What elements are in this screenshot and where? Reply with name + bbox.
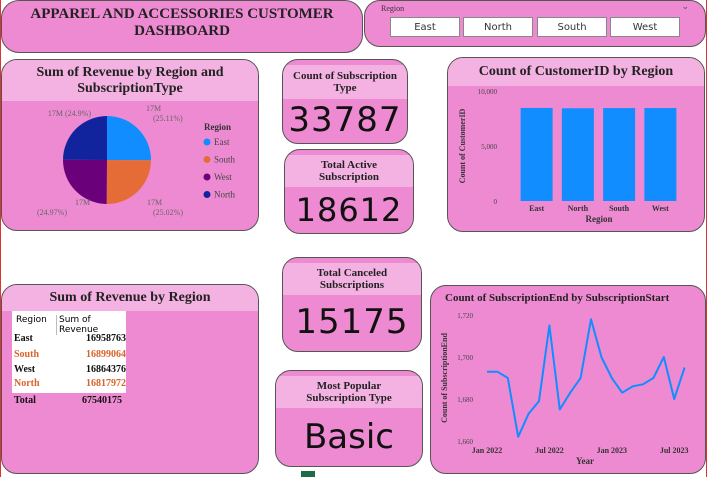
kpi-label: Total Active Subscription (285, 155, 413, 187)
legend-label: East (214, 137, 230, 147)
legend-swatch (203, 156, 211, 163)
bar (603, 108, 636, 201)
x-tick-label: Jan 2022 (472, 446, 502, 455)
cell: South (14, 349, 40, 360)
y-axis-title: Count of CustomerID (458, 108, 467, 183)
cell: 16817972 (86, 378, 126, 389)
data-label: 17M (48, 109, 63, 118)
pie-slice (106, 160, 151, 204)
tab-marker (301, 471, 315, 477)
x-tick-label: Jan 2023 (597, 446, 627, 455)
y-axis-title: Count of SubscriptionEnd (440, 333, 449, 423)
cell: West (14, 364, 36, 375)
cell: East (14, 333, 33, 344)
kpi-label: Count of Subscription Type (283, 65, 407, 99)
y-tick-label: 1,720 (457, 312, 473, 320)
column-header: Sum of Revenue (56, 315, 126, 335)
data-label: 17M (146, 104, 161, 113)
data-label: (25.11%) (153, 114, 183, 123)
dashboard-title: APPAREL AND ACCESSORIES CUSTOMER DASHBOA… (30, 6, 334, 40)
line-card: Count of SubscriptionEnd by Subscription… (430, 285, 706, 474)
legend-label: North (214, 190, 235, 200)
column-header: Region (16, 315, 47, 325)
kpi-label: Total Canceled Subscriptions (283, 263, 421, 295)
kpi-card: Total Active Subscription 18612 (284, 149, 414, 234)
kpi-value: 18612 (295, 191, 403, 229)
x-tick-label: West (652, 204, 669, 213)
bar (644, 108, 677, 201)
y-tick-label: 5,000 (481, 143, 497, 151)
x-tick-label: South (609, 204, 630, 213)
y-tick-label: 0 (494, 198, 498, 206)
cell: 16864376 (86, 364, 126, 375)
chevron[interactable]: ⌄ (681, 1, 689, 11)
legend-swatch (203, 173, 211, 181)
kpi-value: 33787 (288, 100, 402, 140)
kpi-card: Count of Subscription Type 33787 (282, 59, 408, 144)
slicer-button[interactable]: East (390, 17, 460, 37)
kpi-value: 15175 (295, 302, 409, 342)
slicer-button[interactable]: North (463, 17, 533, 37)
slicer-button[interactable]: West (610, 17, 680, 37)
x-axis-title: Region (586, 214, 613, 224)
table-card: Sum of Revenue by Region Region Sum of R… (1, 284, 259, 474)
x-tick-label: North (568, 204, 589, 213)
bar (561, 108, 594, 201)
kpi-card: Most Popular Subscription Type Basic (275, 370, 423, 467)
table-title: Sum of Revenue by Region (2, 285, 258, 311)
slicer-label: Region (381, 4, 405, 13)
cell: 16958763 (86, 333, 126, 344)
data-label: (24.97%) (37, 208, 67, 217)
cell: 67540175 (82, 395, 122, 406)
x-tick-label: East (529, 204, 544, 213)
data-label: (24.9%) (65, 109, 91, 118)
kpi-label: Most Popular Subscription Type (276, 376, 422, 408)
chart-title: Sum of Revenue by Region and Subscriptio… (2, 60, 258, 101)
chart-title: Count of SubscriptionEnd by Subscription… (445, 292, 670, 304)
legend-swatch (203, 191, 211, 198)
legend-swatch (203, 138, 211, 146)
kpi-value: Basic (303, 417, 394, 457)
legend-label: West (214, 172, 232, 182)
pie-slice (107, 116, 151, 161)
slicer: Region ⌄ East North South West (364, 0, 706, 47)
cell: Total (14, 395, 36, 406)
table-body (12, 311, 126, 393)
legend-title: Region (204, 122, 231, 132)
y-tick-label: 1,680 (457, 396, 473, 404)
y-tick-label: 1,660 (457, 438, 473, 446)
x-tick-label: Jul 2022 (535, 446, 564, 455)
bar (520, 107, 553, 201)
x-axis-title: Year (576, 456, 594, 466)
data-label: 17M (75, 198, 90, 207)
title-card: APPAREL AND ACCESSORIES CUSTOMER DASHBOA… (1, 0, 363, 53)
data-label: (25.02%) (153, 208, 183, 217)
cell: North (14, 378, 40, 389)
line (487, 318, 686, 438)
pie-slice (62, 159, 107, 204)
y-tick-label: 10,000 (478, 88, 498, 96)
chart-title: Count of CustomerID by Region (448, 58, 704, 86)
data-label: 17M (147, 198, 162, 207)
cell: 16899064 (86, 349, 126, 360)
slicer-button[interactable]: South (537, 17, 607, 37)
pie-slice (63, 116, 107, 160)
x-tick-label: Jul 2023 (660, 446, 689, 455)
legend-label: South (214, 155, 236, 165)
y-tick-label: 1,700 (457, 354, 473, 362)
kpi-card: Total Canceled Subscriptions 15175 (282, 257, 422, 352)
